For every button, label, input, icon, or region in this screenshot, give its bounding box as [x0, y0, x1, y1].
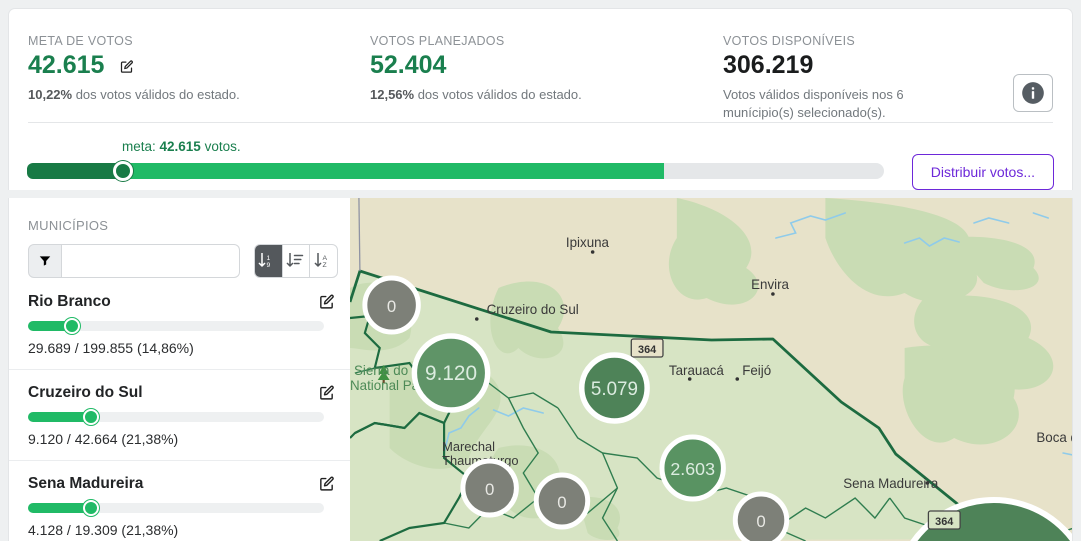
svg-text:Tarauacá: Tarauacá	[669, 363, 724, 378]
svg-text:Z: Z	[322, 262, 326, 269]
svg-text:9: 9	[267, 262, 271, 269]
svg-text:Feijó: Feijó	[742, 363, 771, 378]
svg-text:A: A	[322, 255, 327, 262]
svg-text:Cruzeiro do Sul: Cruzeiro do Sul	[487, 302, 579, 317]
svg-text:5.079: 5.079	[591, 379, 638, 400]
svg-text:364: 364	[638, 344, 657, 356]
svg-text:2.603: 2.603	[670, 459, 715, 479]
svg-text:364: 364	[935, 516, 954, 528]
svg-text:0: 0	[485, 480, 494, 499]
svg-text:Boca d: Boca d	[1036, 430, 1072, 445]
svg-text:Envira: Envira	[751, 277, 789, 292]
svg-text:0: 0	[756, 512, 765, 531]
svg-text:Marechal: Marechal	[442, 439, 495, 454]
svg-text:0: 0	[387, 297, 396, 316]
svg-text:1: 1	[267, 255, 271, 262]
svg-text:9.120: 9.120	[425, 362, 477, 385]
svg-text:Ipixuna: Ipixuna	[566, 235, 610, 250]
svg-text:0: 0	[557, 493, 566, 512]
svg-text:Sena Madureira: Sena Madureira	[843, 476, 939, 491]
